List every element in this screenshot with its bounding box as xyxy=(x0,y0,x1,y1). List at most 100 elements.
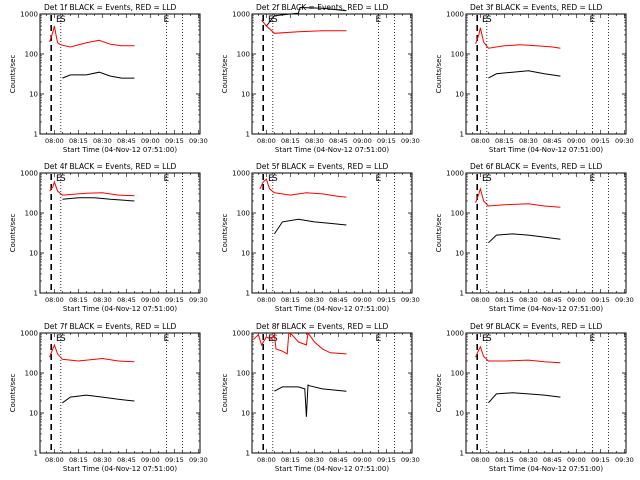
marker-letter: E xyxy=(590,334,596,344)
marker-letter: S xyxy=(60,334,66,344)
plot-frame xyxy=(39,332,201,454)
y-tick-label: 10 xyxy=(29,410,38,418)
x-axis-label: Start Time (04-Nov-12 07:51:00) xyxy=(489,465,603,473)
panel-title: Det 7f BLACK = Events, RED = LLD xyxy=(44,322,177,331)
series-line-black xyxy=(273,218,347,235)
x-tick-label: 08:15 xyxy=(495,137,514,145)
x-tick-label: 08:15 xyxy=(69,296,88,304)
x-tick-label: 08:45 xyxy=(543,296,562,304)
x-tick-label: 09:15 xyxy=(591,137,610,145)
series-line-red xyxy=(261,19,347,34)
panel-9: Det 9f BLACK = Events, RED = LLD 1 10 100 10… xyxy=(435,322,634,473)
series-line-red xyxy=(475,27,561,49)
x-tick-label: 09:00 xyxy=(141,456,160,464)
y-axis-label: Counts/sec xyxy=(435,374,443,413)
x-tick-label: 08:30 xyxy=(519,296,538,304)
y-tick-label: 1 xyxy=(460,450,464,458)
panel-3: Det 3f BLACK = Events, RED = LLD 1 10 100 10… xyxy=(435,3,634,154)
y-tick-label: 100 xyxy=(451,210,464,218)
y-tick-label: 1 xyxy=(34,290,38,298)
marker-letter: E xyxy=(56,174,62,184)
y-axis-label: Counts/sec xyxy=(435,214,443,253)
marker-letter: E xyxy=(164,174,170,184)
series-line-red xyxy=(475,345,561,364)
x-tick-label: 08:15 xyxy=(281,296,300,304)
marker-letter: S xyxy=(60,174,66,184)
x-tick-label: 09:15 xyxy=(591,456,610,464)
y-tick-label: 1 xyxy=(34,450,38,458)
series-line-red xyxy=(475,187,561,208)
y-tick-label: 1 xyxy=(34,131,38,139)
y-axis-label: Counts/sec xyxy=(9,55,17,94)
panel-title: Det 1f BLACK = Events, RED = LLD xyxy=(44,3,177,12)
y-tick-label: 100 xyxy=(237,51,250,59)
series-line-black xyxy=(62,197,135,202)
x-tick-label: 08:30 xyxy=(519,137,538,145)
panel-7: Det 7f BLACK = Events, RED = LLD 1 10 100 10… xyxy=(9,322,208,473)
x-tick-label: 09:00 xyxy=(567,296,586,304)
y-tick-label: 10 xyxy=(241,410,250,418)
x-tick-label: 08:45 xyxy=(117,456,136,464)
x-tick-label: 09:00 xyxy=(141,296,160,304)
y-tick-label: 100 xyxy=(237,370,250,378)
panel-1: Det 1f BLACK = Events, RED = LLD 1 10 100 10… xyxy=(9,3,208,154)
x-tick-label: 08:30 xyxy=(305,137,324,145)
x-tick-label: 09:00 xyxy=(353,456,372,464)
marker-letter: E xyxy=(268,174,274,184)
x-axis-label: Start Time (04-Nov-12 07:51:00) xyxy=(275,465,389,473)
series-line-black xyxy=(274,384,347,417)
y-tick-label: 1000 xyxy=(20,330,38,338)
y-tick-label: 1000 xyxy=(232,11,250,19)
y-axis-label: Counts/sec xyxy=(221,55,229,94)
x-tick-label: 08:45 xyxy=(329,296,348,304)
marker-letter: E xyxy=(164,15,170,25)
series-line-black xyxy=(488,392,561,404)
x-tick-label: 08:15 xyxy=(495,296,514,304)
y-tick-label: 1 xyxy=(460,290,464,298)
y-tick-label: 100 xyxy=(237,210,250,218)
plot-frame xyxy=(251,332,413,454)
panel-title: Det 6f BLACK = Events, RED = LLD xyxy=(470,162,603,171)
panel-6: Det 6f BLACK = Events, RED = LLD 1 10 100 10… xyxy=(435,162,634,313)
series-line-black xyxy=(62,394,135,404)
plot-frame xyxy=(251,13,413,135)
y-tick-label: 1000 xyxy=(446,170,464,178)
x-tick-label: 09:30 xyxy=(189,137,208,145)
x-tick-label: 08:30 xyxy=(305,296,324,304)
series-line-red xyxy=(253,331,347,355)
y-tick-label: 100 xyxy=(25,51,38,59)
x-tick-label: 08:30 xyxy=(519,456,538,464)
x-tick-label: 09:15 xyxy=(591,296,610,304)
x-tick-label: 08:45 xyxy=(329,456,348,464)
marker-letter: E xyxy=(590,15,596,25)
y-tick-label: 1 xyxy=(246,131,250,139)
marker-letter: E xyxy=(376,15,382,25)
x-tick-label: 09:15 xyxy=(377,296,396,304)
plot-frame xyxy=(465,13,627,135)
x-tick-label: 09:30 xyxy=(189,296,208,304)
y-tick-label: 1 xyxy=(246,290,250,298)
plot-frame xyxy=(465,172,627,294)
series-line-black xyxy=(488,70,561,79)
x-axis-label: Start Time (04-Nov-12 07:51:00) xyxy=(63,305,177,313)
marker-letter: E xyxy=(376,174,382,184)
x-tick-label: 08:15 xyxy=(69,137,88,145)
series-line-black xyxy=(488,233,561,244)
x-tick-label: 08:45 xyxy=(117,296,136,304)
y-tick-label: 10 xyxy=(29,91,38,99)
x-axis-label: Start Time (04-Nov-12 07:51:00) xyxy=(63,465,177,473)
y-tick-label: 10 xyxy=(455,91,464,99)
panel-title: Det 3f BLACK = Events, RED = LLD xyxy=(470,3,603,12)
marker-letter: E xyxy=(56,334,62,344)
marker-letter: E xyxy=(482,174,488,184)
x-tick-label: 08:00 xyxy=(257,296,276,304)
marker-letter: E xyxy=(482,334,488,344)
x-tick-label: 09:30 xyxy=(401,296,420,304)
x-tick-label: 08:45 xyxy=(329,137,348,145)
x-tick-label: 08:00 xyxy=(471,296,490,304)
y-axis-label: Counts/sec xyxy=(435,55,443,94)
y-tick-label: 100 xyxy=(25,370,38,378)
marker-letter: S xyxy=(486,15,492,25)
y-tick-label: 100 xyxy=(25,210,38,218)
